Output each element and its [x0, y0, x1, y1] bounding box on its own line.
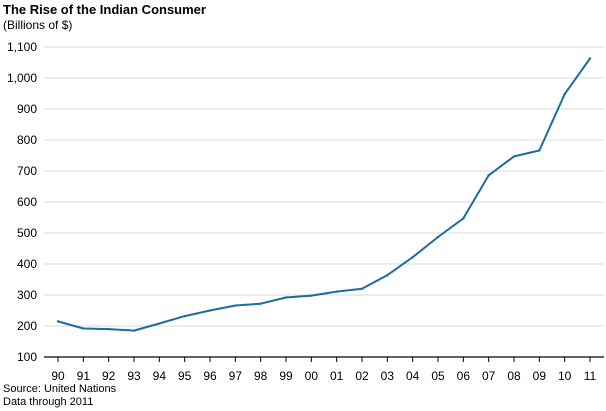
- data-point: [436, 235, 440, 239]
- y-tick-label: 500: [17, 226, 37, 240]
- data-point: [563, 92, 566, 96]
- y-tick-label: 900: [17, 102, 37, 116]
- y-tick-label: 1,100: [7, 40, 37, 54]
- x-tick-label: 90: [51, 369, 65, 383]
- y-tick-label: 100: [17, 350, 37, 364]
- source-note: Source: United Nations: [3, 383, 117, 395]
- y-tick-label: 200: [17, 319, 37, 333]
- data-point: [284, 296, 288, 299]
- x-tick-label: 97: [229, 369, 243, 383]
- data-through-note: Data through 2011: [3, 396, 94, 408]
- data-point: [259, 302, 262, 305]
- x-tick-label: 91: [77, 369, 91, 383]
- data-point: [462, 217, 465, 220]
- x-tick-label: 06: [457, 369, 471, 383]
- data-point: [487, 174, 490, 177]
- gridlines: [44, 46, 604, 327]
- x-axis: [44, 356, 604, 362]
- data-point: [107, 327, 110, 331]
- data-point: [183, 314, 186, 318]
- data-point: [588, 57, 592, 60]
- x-tick-label: 00: [305, 369, 319, 383]
- x-tick-label: 11: [584, 369, 597, 383]
- data-point: [512, 155, 516, 158]
- x-tick-label: 95: [178, 369, 192, 383]
- x-tick-label: 92: [102, 369, 116, 383]
- y-tick-label: 400: [17, 257, 37, 271]
- series-layer: [56, 57, 592, 332]
- y-tick-label: 700: [17, 164, 37, 178]
- series-line: [57, 57, 591, 332]
- x-tick-label: 93: [127, 369, 141, 383]
- y-tick-label: 300: [17, 288, 37, 302]
- x-tick-label: 10: [558, 369, 572, 383]
- x-tick-label: 07: [482, 369, 496, 383]
- data-point: [82, 327, 85, 330]
- chart-subtitle: (Billions of $): [3, 18, 73, 32]
- data-point: [208, 309, 212, 312]
- y-tick-label: 1,000: [7, 71, 37, 85]
- x-tick-label: 94: [153, 369, 167, 383]
- x-tick-label: 01: [330, 369, 344, 383]
- x-tick-label: 04: [406, 369, 420, 383]
- x-tick-label: 02: [355, 369, 369, 383]
- x-tick-label: 96: [203, 369, 217, 383]
- x-tick-label: 03: [381, 369, 395, 383]
- data-point: [310, 294, 313, 297]
- data-point: [335, 290, 338, 293]
- chart-title: The Rise of the Indian Consumer: [3, 2, 206, 17]
- x-tick-label: 05: [431, 369, 445, 383]
- data-point: [411, 255, 414, 259]
- y-axis-tick-labels: 100 200 300 400 500 600 700 800 900 1,000 1,100: [7, 40, 37, 364]
- y-tick-label: 800: [17, 133, 37, 147]
- data-point: [538, 149, 541, 152]
- x-tick-label: 99: [279, 369, 293, 383]
- x-tick-label: 08: [507, 369, 521, 383]
- data-point: [56, 320, 60, 323]
- data-point: [158, 322, 161, 325]
- y-tick-label: 600: [17, 195, 37, 209]
- x-tick-label: 09: [533, 369, 547, 383]
- data-point: [386, 273, 389, 277]
- data-point: [132, 329, 136, 332]
- x-axis-tick-labels: 90 91 92 93 94 95 96 97 98 99 00 01 02 03 04 05 06 07 08 09…: [51, 369, 596, 383]
- data-point: [234, 304, 237, 307]
- data-point: [360, 287, 364, 290]
- x-tick-label: 98: [254, 369, 268, 383]
